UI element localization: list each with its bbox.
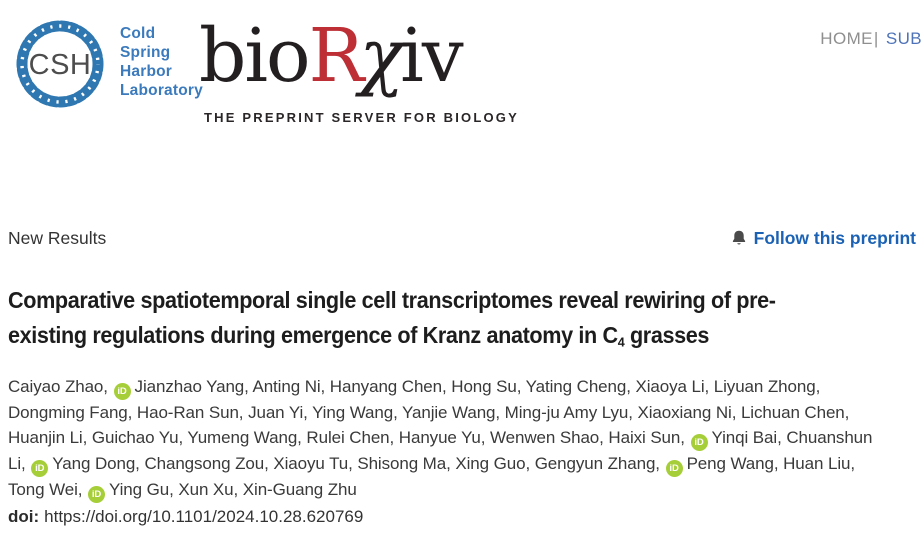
- csh-logo-text: Cold Spring Harbor Laboratory: [120, 24, 203, 100]
- author-name: Hanyue Yu,: [398, 428, 490, 447]
- orcid-id-icon[interactable]: iD: [113, 383, 131, 400]
- title-line-1: Comparative spatiotemporal single cell t…: [8, 287, 776, 313]
- bell-icon: [732, 230, 745, 244]
- author-name: Xiaoya Li,: [635, 377, 714, 396]
- csh-monogram: CSH: [29, 49, 92, 81]
- author-name: Yang Dong,: [52, 454, 145, 473]
- orcid-id-icon[interactable]: iD: [690, 434, 708, 451]
- orcid-id-icon[interactable]: iD: [88, 486, 106, 503]
- biorxiv-iv: iv: [400, 13, 464, 99]
- author-name: Chuanshun Li,: [8, 428, 873, 473]
- author-name: Lichuan Chen,: [740, 403, 850, 422]
- orcid-id-icon[interactable]: iD: [31, 460, 49, 477]
- author-name: Ying Gu,: [109, 480, 179, 499]
- section-label: New Results: [8, 228, 107, 248]
- biorxiv-wordmark: bioRχiv: [199, 8, 519, 104]
- author-name: Hong Su,: [451, 377, 526, 396]
- nav-submit-link[interactable]: SUB: [885, 29, 922, 48]
- biorxiv-r: R: [308, 13, 365, 99]
- author-name: Ying Wang,: [312, 403, 403, 422]
- author-name: Anting Ni,: [252, 377, 330, 396]
- author-name: Jianzhao Yang,: [134, 377, 253, 396]
- article-title: Comparative spatiotemporal single cell t…: [8, 283, 918, 359]
- csh-logo[interactable]: CSH: [12, 16, 108, 117]
- author-name: Huan Liu,: [783, 454, 855, 473]
- author-name: Hao-Ran Sun,: [136, 403, 249, 422]
- author-name: Dongming Fang,: [8, 403, 137, 422]
- nav-separator: |: [873, 29, 879, 48]
- orcid-id-icon[interactable]: iD: [665, 460, 683, 477]
- author-name: Xiaoxiang Ni,: [637, 403, 741, 422]
- author-name: Yanjie Wang,: [402, 403, 505, 422]
- author-name: Yinqi Bai,: [711, 428, 787, 447]
- author-name: Changsong Zou,: [144, 454, 274, 473]
- author-name: Tong Wei,: [8, 480, 88, 499]
- csh-word: Spring: [120, 44, 171, 61]
- biorxiv-tagline: THE PREPRINT SERVER FOR BIOLOGY: [204, 110, 519, 125]
- top-nav: HOME| SUB: [820, 29, 922, 49]
- title-line-2: existing regulations during emergence of…: [8, 321, 710, 349]
- biorxiv-logo[interactable]: bioRχiv THE PREPRINT SERVER FOR BIOLOGY: [199, 8, 519, 125]
- csh-word: Harbor: [120, 63, 173, 80]
- author-list: Caiyao Zhao, iD Jianzhao Yang, Anting Ni,…: [8, 374, 892, 503]
- author-name: Shisong Ma,: [357, 454, 456, 473]
- section-row: New Results Follow this preprint: [8, 228, 916, 252]
- author-name: Juan Yi,: [248, 403, 313, 422]
- author-name: Xun Xu,: [178, 480, 243, 499]
- author-name: Caiyao Zhao,: [8, 377, 113, 396]
- author-name: Xing Guo,: [455, 454, 535, 473]
- author-name: Wenwen Shao,: [490, 428, 609, 447]
- author-name: Peng Wang,: [686, 454, 784, 473]
- author-name: Gengyun Zhang,: [534, 454, 665, 473]
- title-subscript: 4: [617, 333, 625, 349]
- author-name: Liyuan Zhong,: [713, 377, 821, 396]
- author-name: Xin-Guang Zhu: [242, 480, 357, 499]
- author-name: Haixi Sun,: [608, 428, 690, 447]
- author-name: Yumeng Wang,: [187, 428, 307, 447]
- author-name: Guichao Yu,: [91, 428, 188, 447]
- csh-word: Laboratory: [120, 82, 203, 99]
- dna-ring-icon: CSH: [16, 20, 104, 108]
- csh-word: Cold: [120, 25, 156, 42]
- doi-label: doi:: [8, 507, 40, 526]
- follow-preprint-link[interactable]: Follow this preprint: [731, 228, 916, 249]
- follow-preprint-label: Follow this preprint: [753, 228, 916, 248]
- biorxiv-bio: bio: [199, 13, 311, 99]
- author-name: Hanyang Chen,: [329, 377, 452, 396]
- author-name: Rulei Chen,: [306, 428, 399, 447]
- nav-home-link[interactable]: HOME: [820, 29, 873, 48]
- doi-line: doi: https://doi.org/10.1101/2024.10.28.6…: [8, 507, 363, 527]
- doi-link[interactable]: https://doi.org/10.1101/2024.10.28.62076…: [44, 507, 364, 526]
- author-name: Ming-ju Amy Lyu,: [504, 403, 638, 422]
- author-name: Xiaoyu Tu,: [273, 454, 358, 473]
- author-name: Huanjin Li,: [8, 428, 92, 447]
- author-name: Yating Cheng,: [525, 377, 636, 396]
- biorxiv-chi: χ: [359, 13, 404, 99]
